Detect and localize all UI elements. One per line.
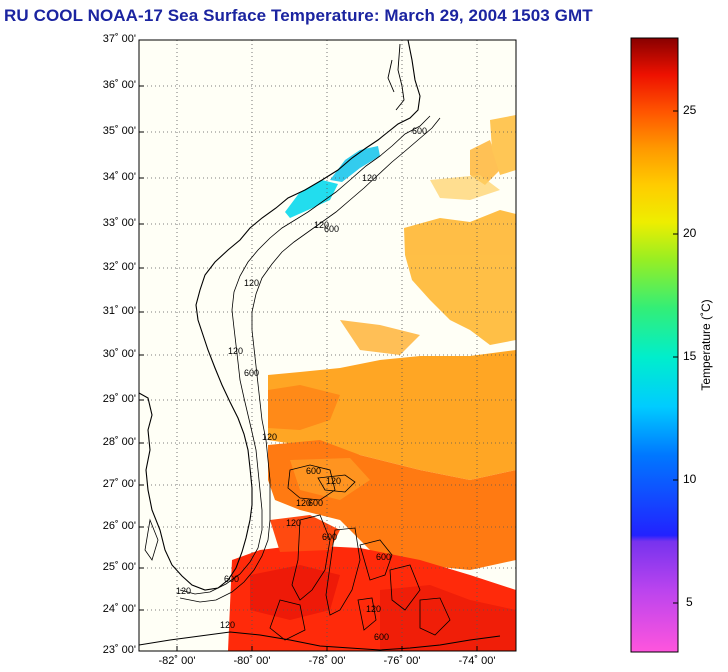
lat-label: 27˚ 00'	[102, 478, 136, 490]
lat-label: 23˚ 00'	[102, 644, 136, 656]
isobath-label: 600	[322, 532, 337, 542]
lat-label: 25˚ 00'	[102, 561, 136, 573]
isobath-label: 600	[412, 126, 427, 136]
colorbar	[630, 37, 679, 653]
lat-label: 36˚ 00'	[102, 79, 136, 91]
isobath-label: 600	[306, 466, 321, 476]
sst-patch-northeast	[404, 115, 516, 345]
isobath-label: 120	[296, 498, 311, 508]
colorbar-label: Temperature (˚C)	[699, 299, 713, 391]
axis-ticks	[139, 85, 478, 651]
lat-label: 30˚ 00'	[102, 348, 136, 360]
lat-label: 35˚ 00'	[102, 125, 136, 137]
lat-label: 33˚ 00'	[102, 217, 136, 229]
lat-label: 29˚ 00'	[102, 393, 136, 405]
lat-label: 32˚ 00'	[102, 261, 136, 273]
isobath-label: 600	[376, 552, 391, 562]
isobath-label: 120	[314, 220, 329, 230]
lat-label: 34˚ 00'	[102, 171, 136, 183]
lat-label: 26˚ 00'	[102, 520, 136, 532]
isobath-label: 120	[366, 604, 381, 614]
isobath-600	[179, 117, 441, 603]
grid-lines	[139, 40, 516, 651]
sst-patch-south	[228, 515, 516, 651]
bahamas-outlines	[144, 464, 451, 641]
chart-title: RU COOL NOAA-17 Sea Surface Temperature:…	[4, 6, 593, 25]
colorbar-tick-label: 5	[686, 595, 693, 609]
lon-label: -80˚ 00'	[233, 655, 271, 667]
isobath-label: 120	[176, 586, 191, 596]
lon-label: -74˚ 00'	[458, 655, 496, 667]
sst-patch-bahamas	[268, 440, 516, 570]
isobath-label: 120	[286, 518, 301, 528]
isobath-120	[179, 115, 431, 595]
isobath-label: 120	[362, 173, 377, 183]
colorbar-tick-label: 20	[683, 226, 697, 240]
isobath-label: 120	[220, 620, 235, 630]
isobath-label: 600	[374, 632, 389, 642]
coastline-us	[139, 40, 421, 591]
colorbar-tick-label: 10	[683, 472, 697, 486]
colorbar-tick-label: 25	[683, 103, 697, 117]
lon-label: -78˚ 00'	[308, 655, 346, 667]
colorbar-ticks	[673, 110, 678, 604]
lon-label: -82˚ 00'	[158, 655, 196, 667]
lat-label: 24˚ 00'	[102, 603, 136, 615]
colorbar-tick-label: 15	[683, 349, 697, 363]
isobath-label: 120	[262, 432, 277, 442]
lat-label: 31˚ 00'	[102, 305, 136, 317]
coastline-cuba	[139, 631, 501, 651]
isobath-labels: 120 600 120 600 120 120 600 120 600 120 …	[176, 126, 427, 642]
isobath-label: 600	[308, 498, 323, 508]
isobath-label: 120	[326, 476, 341, 486]
isobath-label: 600	[244, 368, 259, 378]
coastline-sounds	[387, 43, 405, 111]
lat-label: 37˚ 00'	[102, 33, 136, 45]
isobath-label: 120	[228, 346, 243, 356]
isobath-label: 600	[324, 224, 339, 234]
lat-label: 28˚ 00'	[102, 436, 136, 448]
isobath-label: 600	[224, 574, 239, 584]
isobath-label: 120	[244, 278, 259, 288]
sst-patch-cold-shelf	[285, 146, 380, 218]
lon-label: -76˚ 00'	[383, 655, 421, 667]
